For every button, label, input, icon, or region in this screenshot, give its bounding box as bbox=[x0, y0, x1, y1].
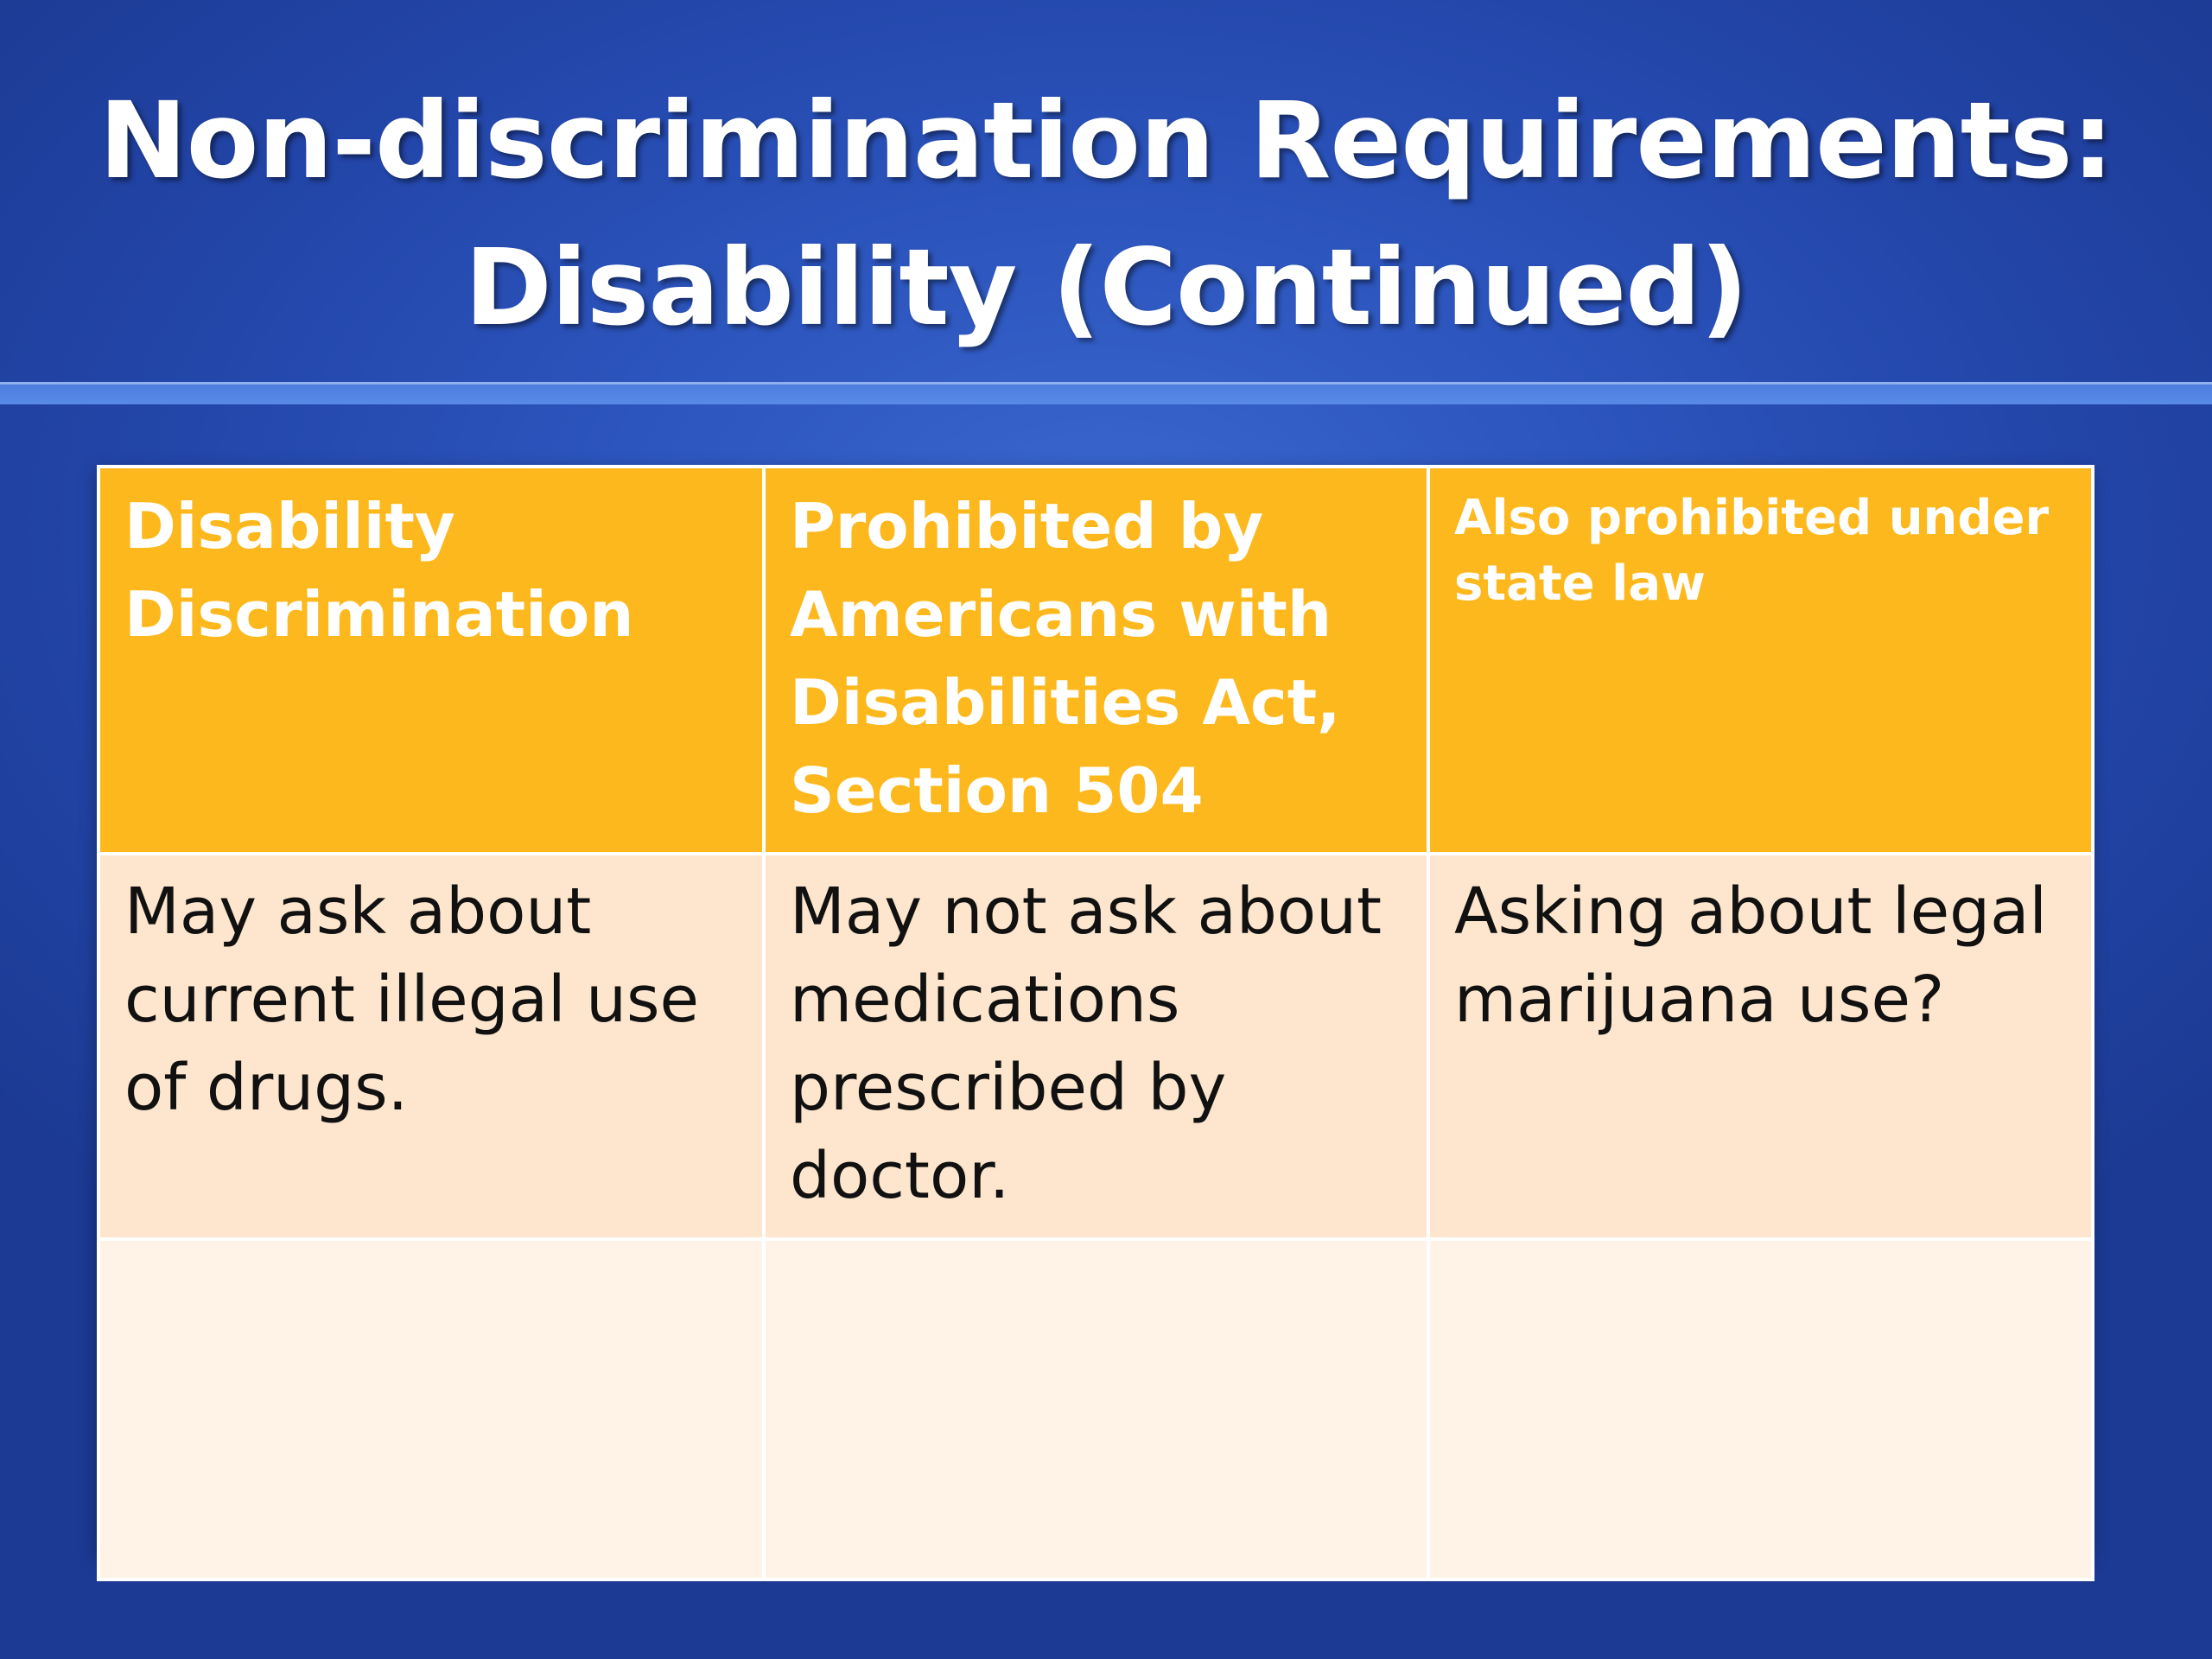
header-state-law: Also prohibited under state law bbox=[1427, 465, 2094, 855]
table-cell: May not ask about medications prescribed… bbox=[762, 852, 1430, 1241]
table-row: May ask about current illegal use of dru… bbox=[97, 852, 2094, 1241]
comparison-table-container: Disability Discrimination Prohibited by … bbox=[97, 465, 2094, 1581]
title-divider bbox=[0, 382, 2212, 404]
slide-title-line-2: Disability (Continued) bbox=[464, 226, 1749, 349]
table-cell-empty bbox=[1427, 1237, 2094, 1581]
table-row bbox=[97, 1237, 2094, 1581]
slide-title-line-1: Non-discrimination Requirements: bbox=[99, 79, 2114, 202]
comparison-table: Disability Discrimination Prohibited by … bbox=[97, 465, 2094, 1581]
slide-title: Non-discrimination Requirements: Disabil… bbox=[0, 67, 2212, 361]
table-cell-empty bbox=[762, 1237, 1430, 1581]
table-cell: Asking about legal marijuana use? bbox=[1427, 852, 2094, 1241]
table-cell: May ask about current illegal use of dru… bbox=[97, 852, 766, 1241]
table-header-row: Disability Discrimination Prohibited by … bbox=[97, 465, 2094, 855]
table-cell-empty bbox=[97, 1237, 766, 1581]
header-prohibited-by-ada: Prohibited by Americans with Disabilitie… bbox=[762, 465, 1430, 855]
header-disability-discrimination: Disability Discrimination bbox=[97, 465, 766, 855]
